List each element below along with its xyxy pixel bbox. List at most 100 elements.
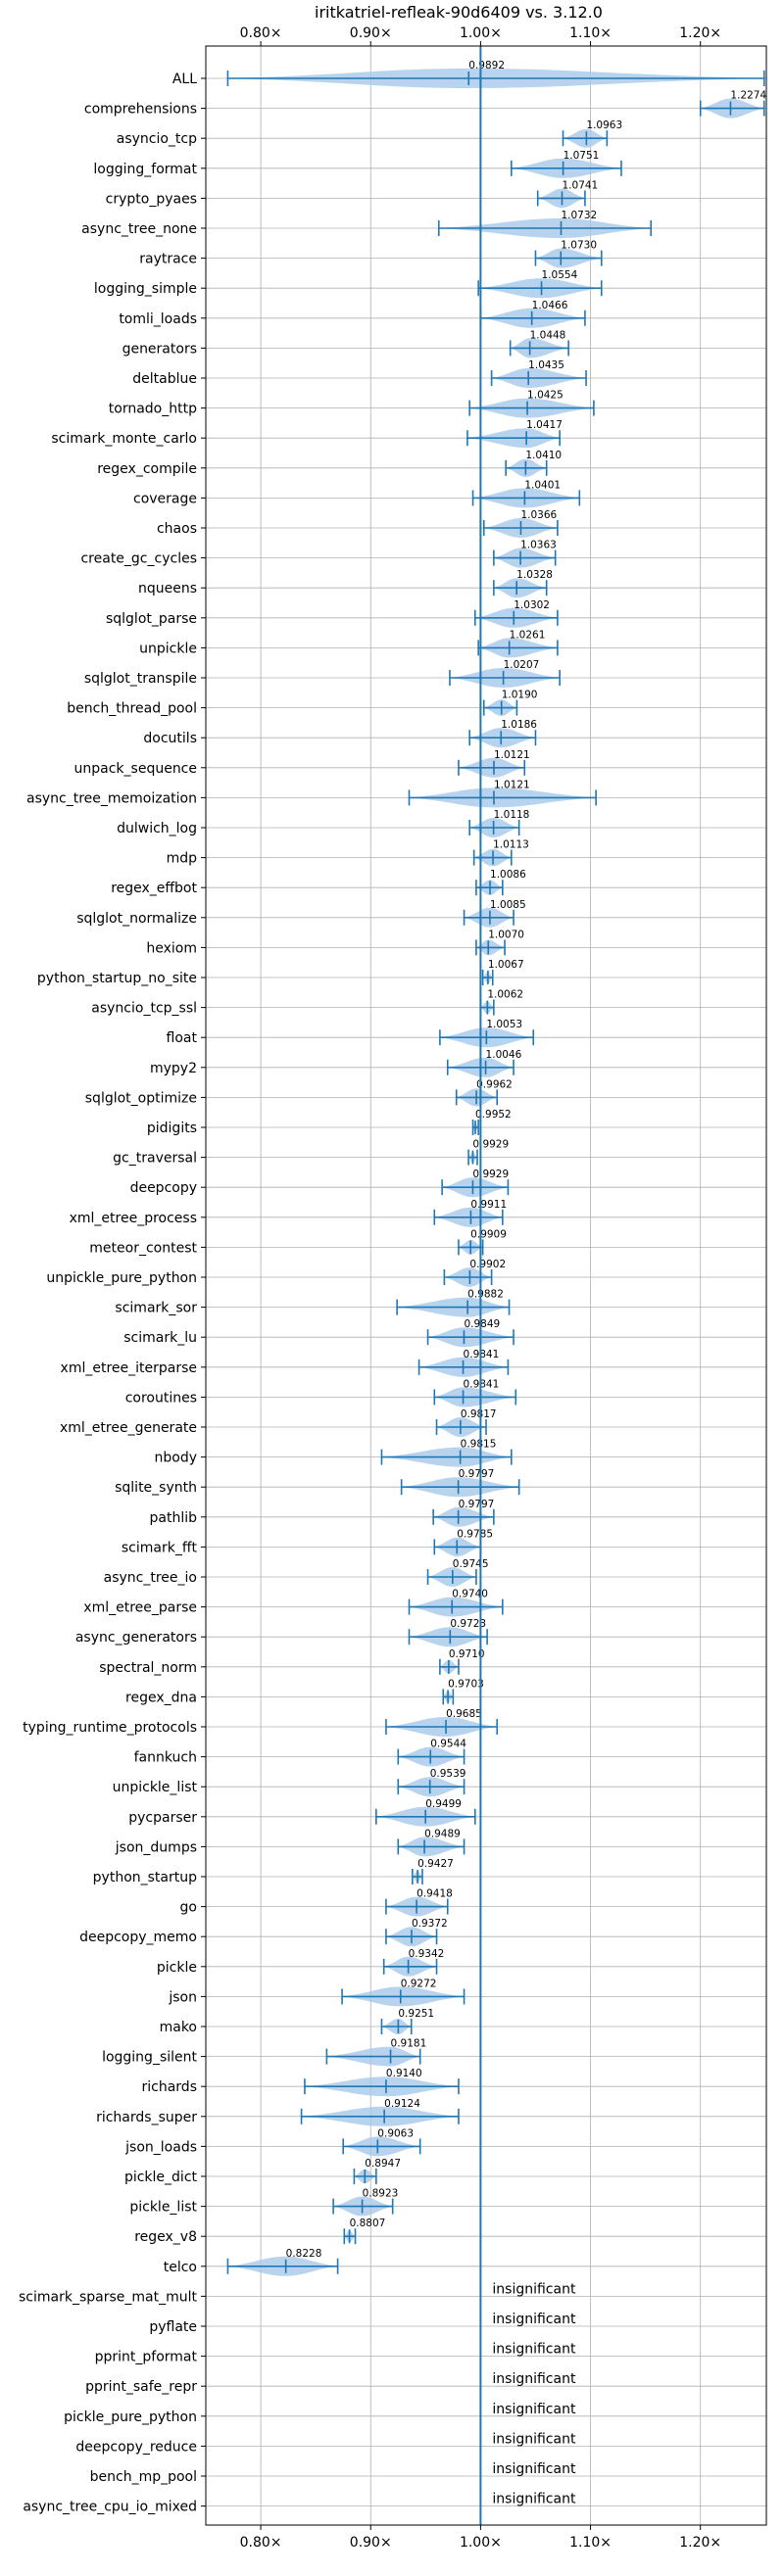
benchmark-label: regex_v8 bbox=[134, 2229, 197, 2245]
benchmark-label: json_loads bbox=[124, 2139, 197, 2155]
benchmark-label: spectral_norm bbox=[99, 1660, 197, 1676]
benchmark-label: pickle_dict bbox=[124, 2170, 198, 2185]
value-label: 0.9911 bbox=[470, 1199, 507, 1211]
value-label: 0.9181 bbox=[391, 2038, 427, 2050]
insignificant-label: insignificant bbox=[492, 2371, 576, 2387]
benchmark-label: hexiom bbox=[146, 940, 197, 956]
benchmark-label: xml_etree_process bbox=[70, 1211, 197, 1226]
value-label: 1.0435 bbox=[528, 359, 564, 371]
value-label: 1.0410 bbox=[525, 450, 562, 461]
benchmark-label: deltablue bbox=[132, 371, 197, 387]
grid bbox=[206, 46, 766, 2525]
value-label: 0.9685 bbox=[446, 1708, 482, 1720]
benchmark-label: logging_format bbox=[93, 162, 197, 177]
value-label: 0.9418 bbox=[416, 1888, 453, 1900]
value-label: 0.9489 bbox=[424, 1828, 461, 1839]
x-axis-ticks: 0.80× 0.80× 0.90× 0.90× 1.00× 1.00× 1.10× 1.10×… bbox=[19, 25, 721, 2551]
value-label: 1.0186 bbox=[501, 719, 537, 731]
value-label: 0.9723 bbox=[450, 1618, 486, 1630]
insignificant-label: insignificant bbox=[492, 2431, 576, 2447]
benchmark-label: xml_etree_generate bbox=[60, 1420, 197, 1436]
value-label: 1.2274 bbox=[730, 90, 766, 102]
value-label: 1.0417 bbox=[526, 419, 563, 431]
benchmark-label: regex_effbot bbox=[111, 881, 197, 896]
value-label: 1.0261 bbox=[510, 629, 546, 641]
benchmark-label: dulwich_log bbox=[117, 821, 197, 836]
value-label: 1.0121 bbox=[494, 779, 530, 790]
benchmark-label: unpack_sequence bbox=[74, 761, 197, 777]
value-label: 1.0425 bbox=[527, 390, 564, 402]
benchmark-label: coroutines bbox=[125, 1390, 197, 1406]
benchmark-label: tornado_http bbox=[109, 402, 197, 417]
benchmark-label: richards bbox=[142, 2079, 198, 2095]
benchmark-label: async_tree_cpu_io_mixed bbox=[23, 2500, 197, 2515]
value-label: 1.0067 bbox=[488, 959, 524, 971]
benchmark-label: pickle bbox=[157, 1960, 197, 1976]
value-label: 1.0751 bbox=[564, 150, 600, 162]
value-label: 1.0730 bbox=[561, 240, 597, 252]
value-label: 0.9797 bbox=[459, 1499, 495, 1510]
value-label: 0.9342 bbox=[409, 1948, 445, 1960]
value-label: 0.9909 bbox=[470, 1228, 507, 1240]
value-label: 0.9063 bbox=[377, 2127, 414, 2139]
benchmark-label: regex_dna bbox=[125, 1690, 197, 1705]
benchmark-label: unpickle_list bbox=[113, 1780, 198, 1795]
benchmark-label: deepcopy_memo bbox=[79, 1930, 197, 1945]
value-label: 1.0062 bbox=[487, 989, 523, 1001]
value-label: 0.9272 bbox=[401, 1978, 437, 1989]
value-label: 0.9544 bbox=[430, 1739, 466, 1750]
value-label: 1.0046 bbox=[486, 1049, 522, 1061]
benchmark-label: pathlib bbox=[150, 1510, 198, 1526]
benchmark-rows: 0.9892 1.2274 1.0963 1.0751 1.0741 1.0732 1.07… bbox=[226, 60, 766, 2507]
benchmark-label: scimark_sparse_mat_mult bbox=[19, 2289, 197, 2305]
value-label: 1.0053 bbox=[486, 1019, 522, 1030]
x-tick-label-bottom: 1.20× bbox=[679, 2535, 721, 2551]
benchmark-label: tomli_loads bbox=[119, 311, 197, 327]
value-label: 1.0401 bbox=[524, 479, 561, 491]
value-label: 0.9703 bbox=[448, 1678, 484, 1690]
value-label: 0.9745 bbox=[453, 1558, 489, 1570]
value-label: 0.9372 bbox=[412, 1918, 448, 1930]
benchmark-label: chaos bbox=[157, 521, 197, 537]
benchmark-label: logging_simple bbox=[94, 281, 197, 297]
value-label: 0.9902 bbox=[469, 1259, 506, 1270]
insignificant-label: insignificant bbox=[492, 2342, 576, 2358]
benchmark-label: mako bbox=[160, 2020, 197, 2035]
benchmark-label: mdp bbox=[167, 851, 198, 867]
benchmark-label: json bbox=[168, 1989, 197, 2005]
value-label: 1.0118 bbox=[494, 809, 530, 821]
x-tick-label-top: 0.80× bbox=[240, 25, 282, 41]
value-label: 1.0190 bbox=[502, 690, 538, 701]
value-label: 1.0328 bbox=[516, 569, 553, 581]
value-label: 1.0086 bbox=[490, 869, 526, 881]
value-label: 0.8228 bbox=[286, 2248, 322, 2260]
value-label: 0.9892 bbox=[468, 60, 505, 72]
benchmark-label: pickle_pure_python bbox=[64, 2409, 197, 2425]
benchmark-label: python_startup_no_site bbox=[37, 971, 197, 986]
benchmark-label: pprint_pformat bbox=[95, 2350, 198, 2365]
benchmark-label: regex_compile bbox=[97, 461, 197, 477]
value-label: 1.0741 bbox=[563, 179, 599, 191]
benchmark-label: richards_super bbox=[96, 2110, 197, 2125]
benchmark-label: scimark_sor bbox=[115, 1301, 197, 1316]
benchmark-label: json_dumps bbox=[115, 1839, 197, 1855]
benchmark-label: sqlglot_parse bbox=[106, 611, 197, 627]
x-tick-label-top: 1.10× bbox=[569, 25, 612, 41]
value-label: 0.9849 bbox=[464, 1318, 500, 1330]
value-label: 1.0466 bbox=[532, 300, 568, 311]
benchmark-label: scimark_monte_carlo bbox=[51, 431, 197, 447]
benchmark-label: asyncio_tcp_ssl bbox=[91, 1001, 197, 1017]
value-label: 1.0732 bbox=[561, 210, 597, 221]
benchmark-label: raytrace bbox=[139, 252, 197, 267]
insignificant-label: insignificant bbox=[492, 2312, 576, 2327]
value-label: 1.0085 bbox=[490, 899, 526, 911]
insignificant-label: insignificant bbox=[492, 2461, 576, 2477]
benchmark-label: async_tree_memoization bbox=[26, 790, 197, 806]
benchmark-label: unpickle bbox=[139, 641, 197, 656]
value-label: 0.9929 bbox=[472, 1169, 509, 1180]
benchmark-label: nqueens bbox=[138, 581, 197, 596]
x-tick-label-bottom: 1.10× bbox=[569, 2535, 612, 2551]
benchmark-label: docutils bbox=[143, 731, 197, 746]
benchmark-label: coverage bbox=[133, 491, 197, 506]
